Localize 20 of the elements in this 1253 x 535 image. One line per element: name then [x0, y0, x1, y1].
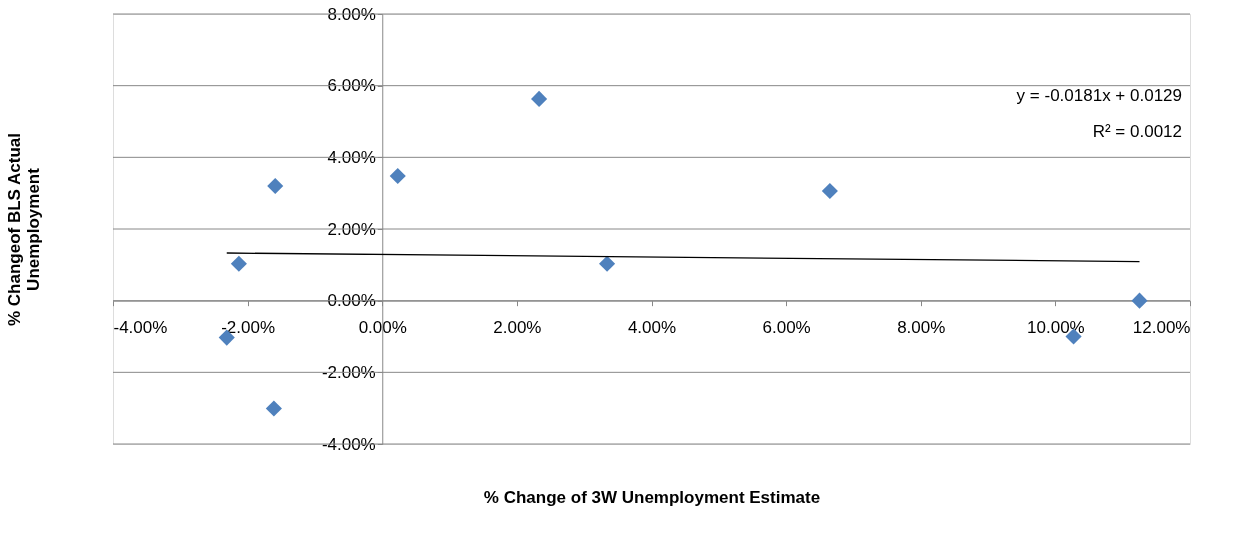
annotation: y = -0.0181x + 0.0129: [1016, 86, 1182, 105]
y-tick-label: -4.00%: [321, 434, 376, 454]
x-tick-label: 10.00%: [1027, 318, 1085, 338]
x-tick-label: -4.00%: [113, 318, 168, 338]
y-tick-label: 0.00%: [327, 291, 376, 311]
x-tick-label: 6.00%: [762, 318, 811, 338]
x-tick-label: -2.00%: [221, 318, 276, 338]
x-axis-title: % Change of 3W Unemployment Estimate: [483, 487, 821, 507]
y-axis-title: % Changeof BLS Actual Unemployment: [4, 133, 43, 326]
annotation: R² = 0.0012: [1092, 122, 1182, 141]
x-tick-label: 12.00%: [1132, 318, 1191, 338]
x-tick-label: 4.00%: [627, 318, 677, 338]
x-tick-label: 0.00%: [358, 318, 407, 338]
x-tick-label: 2.00%: [493, 318, 542, 338]
y-tick-label: 4.00%: [327, 147, 376, 167]
x-tick-label: 8.00%: [897, 318, 946, 338]
y-tick-label: -2.00%: [321, 362, 376, 382]
y-tick-label: 8.00%: [327, 4, 376, 24]
y-tick-label: 2.00%: [327, 219, 376, 239]
y-tick-label: 6.00%: [327, 76, 376, 96]
